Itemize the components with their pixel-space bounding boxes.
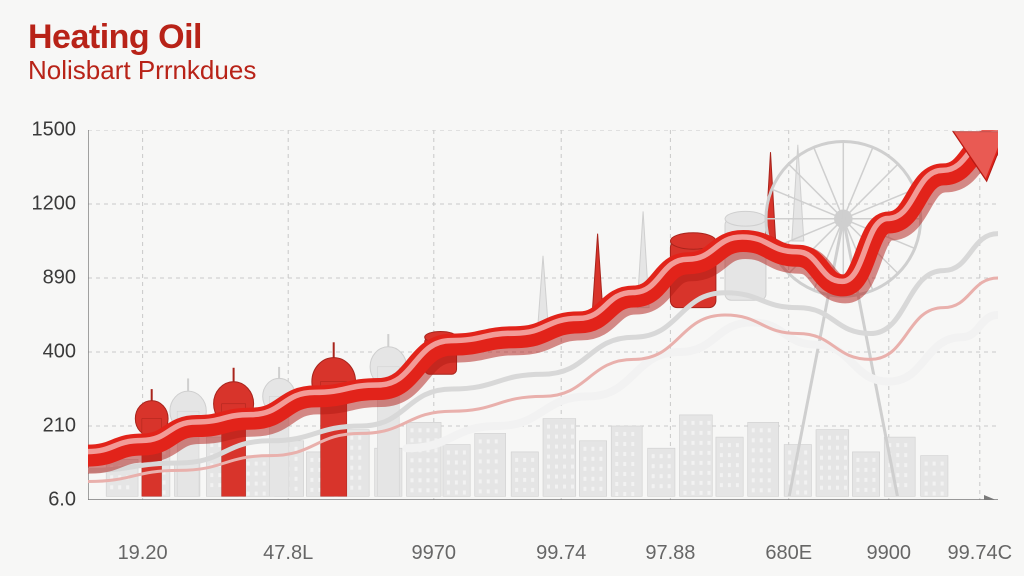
title-block: Heating Oil Nolisbart Prrnkdues xyxy=(28,18,256,86)
x-tick-label: 9900 xyxy=(867,542,912,565)
plot xyxy=(88,130,998,500)
y-axis: 6.021040089012001500 xyxy=(28,130,86,500)
chart-area: 6.021040089012001500 19.2047.8L997099.74… xyxy=(28,130,998,500)
x-tick-label: 97.88 xyxy=(645,542,695,565)
y-tick-label: 890 xyxy=(43,267,76,290)
x-tick-label: 19.20 xyxy=(118,542,168,565)
y-tick-label: 210 xyxy=(43,415,76,438)
x-tick-label: 680E xyxy=(765,542,812,565)
x-tick-label: 9970 xyxy=(412,542,457,565)
plot-svg xyxy=(88,130,998,500)
x-tick-label: 99.74 xyxy=(536,542,586,565)
x-tick-label: 99.74C xyxy=(948,542,1013,565)
x-tick-label: 47.8L xyxy=(263,542,313,565)
y-tick-label: 1500 xyxy=(32,119,77,142)
y-tick-label: 1200 xyxy=(32,193,77,216)
chart-title-line2: Nolisbart Prrnkdues xyxy=(28,55,256,86)
y-tick-label: 400 xyxy=(43,341,76,364)
y-tick-label: 6.0 xyxy=(48,489,76,512)
chart-title-line1: Heating Oil xyxy=(28,18,256,57)
